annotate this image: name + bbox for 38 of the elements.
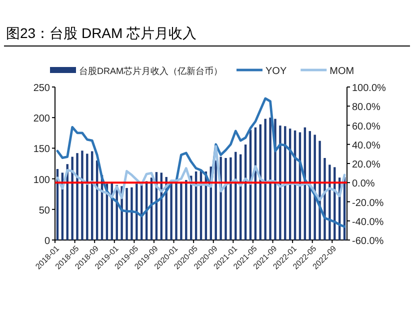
bar <box>76 153 78 240</box>
bar <box>328 164 331 240</box>
bar <box>314 134 316 240</box>
legend-label: MOM <box>330 66 354 77</box>
y2-tick-label: -20.0% <box>352 198 384 209</box>
bar <box>126 188 128 240</box>
y2-tick-label: 60.0% <box>352 121 380 132</box>
y-tick-label: 150 <box>33 144 50 156</box>
legend-label: YOY <box>266 66 287 77</box>
bar <box>230 157 232 240</box>
legend-label: 台股DRAM芯片月收入（亿新台币） <box>79 66 222 76</box>
bar <box>180 182 182 240</box>
y-tick-label: 250 <box>33 83 50 94</box>
y-tick-label: 200 <box>33 114 50 125</box>
bar <box>71 156 74 240</box>
y-tick-label: 0 <box>44 236 50 247</box>
y2-tick-label: -60.0% <box>352 236 384 247</box>
bar <box>81 150 84 240</box>
bar <box>224 158 227 240</box>
bar <box>136 184 138 240</box>
y2-tick-label: 80.0% <box>352 102 380 114</box>
bar <box>279 126 282 240</box>
y2-tick-label: 20.0% <box>352 160 380 170</box>
y2-tick-label: 100.0% <box>352 83 386 94</box>
y2-tick-label: 40.0% <box>352 140 380 152</box>
y-tick-label: 100 <box>33 174 50 186</box>
bar <box>130 187 133 240</box>
y2-tick-label: -40.0% <box>352 216 384 228</box>
chart-title: 图23：台股 DRAM 芯片月收入 <box>6 25 197 41</box>
line-series <box>56 145 346 202</box>
bar <box>86 154 88 240</box>
bar <box>264 118 266 240</box>
y-tick-label: 50 <box>38 205 50 216</box>
bar <box>269 118 272 240</box>
bar <box>214 160 217 240</box>
line-series <box>56 97 346 228</box>
y2-tick-label: 0.0% <box>352 178 375 190</box>
bar <box>185 180 188 240</box>
